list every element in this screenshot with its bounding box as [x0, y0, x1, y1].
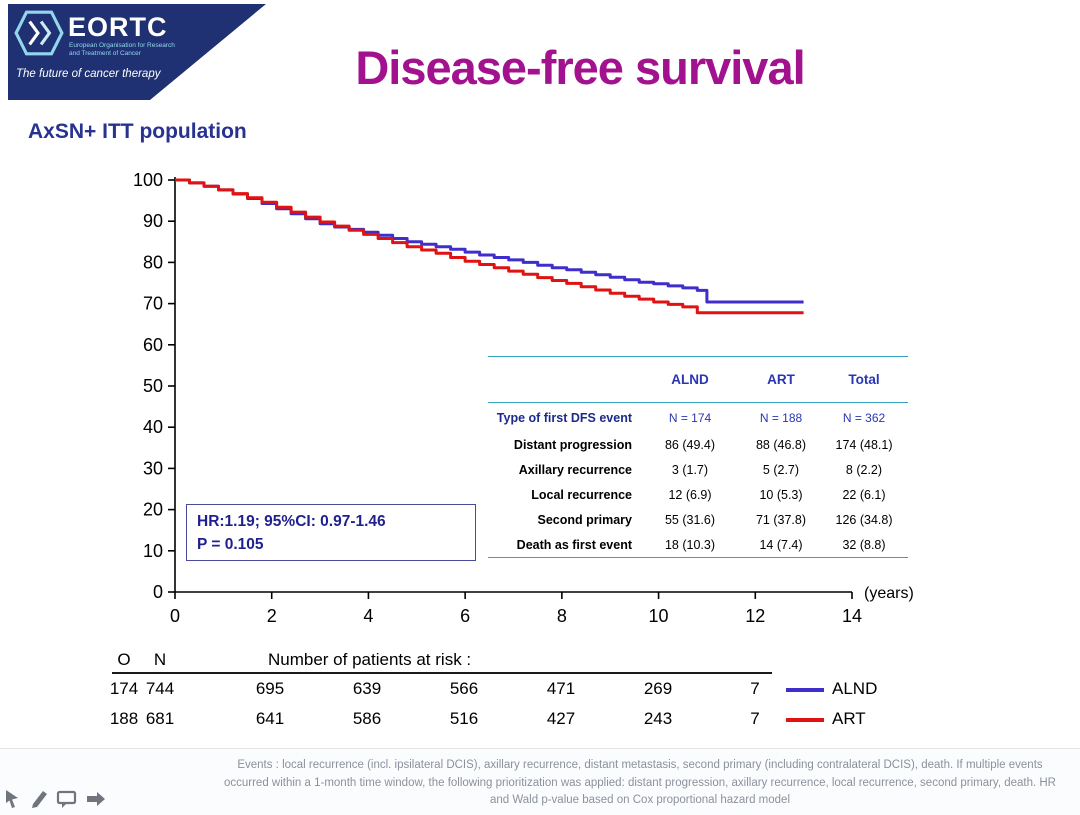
svg-text:4: 4: [363, 606, 373, 626]
svg-text:(years): (years): [864, 585, 914, 602]
table-row: Local recurrence 12 (6.9) 10 (5.3) 22 (6…: [531, 488, 886, 502]
svg-text:12: 12: [745, 606, 765, 626]
col-alnd: ALND: [638, 356, 742, 403]
svg-text:60: 60: [143, 335, 163, 355]
svg-text:30: 30: [143, 458, 163, 478]
slide-title: Disease-free survival: [355, 41, 805, 94]
eortc-logo-icon: [14, 10, 64, 56]
hr-stats-box: HR:1.19; 95%CI: 0.97-1.46 P = 0.105: [186, 504, 476, 561]
risk-caption: Number of patients at risk :: [268, 650, 472, 669]
event-table-header-row: ALND ART Total: [488, 356, 908, 403]
svg-text:6: 6: [460, 606, 470, 626]
risk-o-header: O: [117, 650, 131, 669]
svg-text:100: 100: [133, 170, 163, 190]
svg-text:0: 0: [153, 582, 163, 602]
pen-tool-icon[interactable]: [29, 788, 49, 810]
cursor-tool-icon[interactable]: [2, 788, 22, 810]
svg-text:14: 14: [842, 606, 862, 626]
legend-line-alnd: [786, 688, 824, 692]
risk-n-value: 681: [145, 709, 175, 728]
svg-text:20: 20: [143, 500, 163, 520]
risk-count: 269: [643, 679, 673, 698]
risk-count: 427: [546, 709, 576, 728]
population-label: AxSN+ ITT population: [28, 120, 247, 143]
risk-count: 243: [643, 709, 673, 728]
eortc-tagline: The future of cancer therapy: [16, 68, 161, 80]
risk-divider: [112, 672, 772, 674]
risk-o-value: 174: [109, 679, 139, 698]
table-row: Death as first event 18 (10.3) 14 (7.4) …: [516, 537, 886, 552]
eortc-org-name: European Organisation for Research and T…: [69, 42, 175, 57]
table-row: Second primary 55 (31.6) 71 (37.8) 126 (…: [537, 513, 893, 527]
legend-line-art: [786, 718, 824, 722]
risk-count: 7: [750, 709, 760, 728]
legend-label-art: ART: [832, 709, 866, 728]
p-value: P = 0.105: [197, 536, 264, 553]
risk-o-value: 188: [109, 709, 139, 728]
event-table-n-row: Type of first DFS event N = 174 N = 188 …: [496, 410, 886, 425]
table-row: Axillary recurrence 3 (1.7) 5 (2.7) 8 (2…: [518, 463, 883, 477]
footer-note: Events : local recurrence (incl. ipsilat…: [223, 759, 1056, 806]
eortc-banner: EORTC European Organisation for Research…: [0, 0, 272, 100]
comment-tool-icon[interactable]: [56, 788, 78, 810]
risk-count: 516: [449, 709, 479, 728]
risk-n-header: N: [153, 650, 167, 669]
risk-count: 641: [255, 709, 285, 728]
col-art: ART: [742, 356, 820, 403]
svg-text:80: 80: [143, 252, 163, 272]
svg-text:40: 40: [143, 417, 163, 437]
col-total: Total: [820, 356, 908, 403]
forward-arrow-icon[interactable]: [85, 788, 107, 810]
risk-count: 566: [449, 679, 479, 698]
risk-count: 695: [255, 679, 285, 698]
hr-value: HR:1.19; 95%CI: 0.97-1.46: [197, 513, 386, 530]
dfs-event-table: ALND ART Total Type of first DFS event N…: [488, 356, 908, 558]
svg-text:50: 50: [143, 376, 163, 396]
banner-shape: [8, 4, 266, 100]
svg-text:10: 10: [649, 606, 669, 626]
risk-n-value: 744: [145, 679, 175, 698]
svg-text:2: 2: [267, 606, 277, 626]
annotation-toolbar: [2, 788, 107, 810]
risk-count: 586: [352, 709, 382, 728]
risk-count: 7: [750, 679, 760, 698]
legend-label-alnd: ALND: [832, 679, 878, 698]
eortc-logo-text: EORTC: [68, 12, 168, 42]
risk-count: 471: [546, 679, 576, 698]
svg-text:8: 8: [557, 606, 567, 626]
table-row: Distant progression 86 (49.4) 88 (46.8) …: [513, 438, 893, 452]
svg-text:70: 70: [143, 294, 163, 314]
risk-count: 639: [352, 679, 382, 698]
svg-text:90: 90: [143, 211, 163, 231]
svg-text:0: 0: [170, 606, 180, 626]
svg-text:10: 10: [143, 541, 163, 561]
footer-strip: Events : local recurrence (incl. ipsilat…: [0, 748, 1080, 815]
